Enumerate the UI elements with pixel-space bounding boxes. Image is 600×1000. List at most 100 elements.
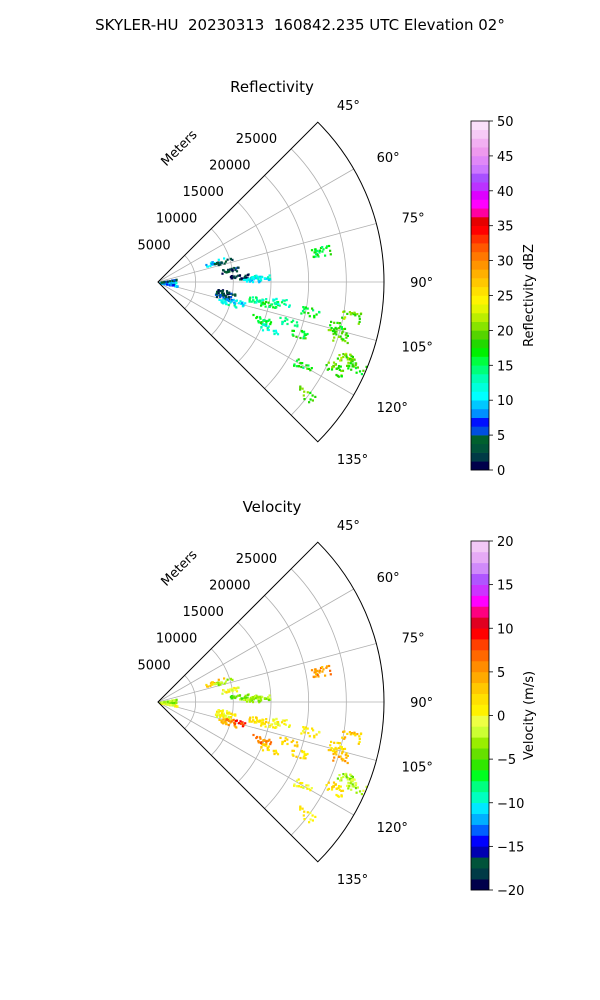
echo-gate <box>275 331 278 334</box>
echo-gate <box>231 719 234 722</box>
echo-gate <box>332 752 335 756</box>
angular-gridline <box>157 701 377 761</box>
echo-gate <box>335 327 338 330</box>
echo-gate <box>246 273 249 277</box>
echo-gate <box>217 264 220 267</box>
echo-gate <box>161 701 164 704</box>
echo-gate <box>309 391 312 394</box>
echo-gate <box>303 334 306 337</box>
echo-gate <box>235 687 238 690</box>
echo-gate <box>281 742 284 746</box>
echo-gate <box>171 701 174 704</box>
echo-gate <box>245 276 248 280</box>
echo-gate <box>354 783 357 786</box>
angular-gridline <box>157 588 354 703</box>
echo-gate <box>225 722 228 725</box>
echo-gate <box>342 338 345 341</box>
echo-gate <box>283 722 286 725</box>
echo-gate <box>242 278 246 281</box>
echo-gate <box>303 752 306 756</box>
echo-gate <box>308 821 311 824</box>
echo-gate <box>277 722 280 726</box>
echo-gate <box>233 302 236 305</box>
echo-gate <box>223 257 226 260</box>
echo-gate <box>220 681 223 684</box>
echo-gate <box>337 786 340 790</box>
echo-gate <box>339 359 342 362</box>
echo-gate <box>311 819 314 822</box>
echo-gate <box>243 696 246 699</box>
echo-gate <box>344 736 347 739</box>
echo-gate <box>233 724 236 727</box>
colorbar-label: Velocity (m/s) <box>522 671 537 760</box>
echo-gate <box>302 755 305 758</box>
angular-tick-label: 75° <box>402 631 425 646</box>
echo-gate <box>217 258 220 261</box>
echo-gate <box>313 734 316 737</box>
colorbar-swatch <box>471 260 489 270</box>
echo-gate <box>347 787 350 790</box>
echo-gate <box>167 703 170 706</box>
echo-gate <box>263 744 266 747</box>
echo-gate <box>344 333 347 336</box>
echo-gate <box>166 703 169 706</box>
echo-gate <box>335 793 338 797</box>
colorbar-swatch <box>471 715 489 727</box>
echo-gate <box>337 375 340 378</box>
echo-gate <box>299 336 302 340</box>
echo-gate <box>351 780 354 783</box>
echo-gate <box>305 784 308 787</box>
echo-gate <box>348 785 351 788</box>
echo-gate <box>351 732 354 735</box>
colorbar-swatch <box>471 129 489 139</box>
echo-gate <box>225 298 228 301</box>
colorbar-swatch <box>471 824 489 836</box>
echo-gate <box>306 727 309 730</box>
echo-gate <box>332 328 336 331</box>
echo-gate <box>321 670 324 673</box>
echo-gate <box>219 295 222 298</box>
echo-gate <box>353 785 356 788</box>
echo-gate <box>354 734 357 737</box>
echo-gate <box>342 775 345 779</box>
colorbar-tick-label: −5 <box>497 753 516 768</box>
echo-gate <box>248 298 251 301</box>
echo-gate <box>275 297 278 301</box>
colorbar-tick-label: 5 <box>497 429 505 444</box>
echo-gate <box>257 320 260 323</box>
echo-gate <box>319 666 323 670</box>
echo-gate <box>239 698 242 701</box>
angular-gridline <box>157 281 354 396</box>
radial-tick-label: 25000 <box>236 552 277 567</box>
echo-gate <box>316 669 319 672</box>
colorbar-tick-label: 35 <box>497 220 514 235</box>
echo-gate <box>251 296 255 299</box>
echo-gate <box>349 353 352 356</box>
echo-gate <box>217 678 220 681</box>
echo-gate <box>284 737 287 740</box>
echo-gate <box>326 245 329 248</box>
echo-gate <box>217 711 220 715</box>
colorbar-tick-label: 15 <box>497 359 514 374</box>
echo-gate <box>288 725 291 728</box>
echo-gate <box>162 281 165 284</box>
echo-gate <box>226 291 229 294</box>
echo-gate <box>206 265 210 268</box>
echo-gate <box>261 695 264 699</box>
echo-gate <box>257 696 260 699</box>
echo-gate <box>241 722 244 725</box>
colorbar-tick-label: 10 <box>497 622 514 637</box>
echo-gate <box>283 302 286 305</box>
echo-gate <box>338 788 341 791</box>
colorbar-swatch <box>471 726 489 738</box>
echo-gate <box>255 716 258 719</box>
colorbar-tick-label: −20 <box>497 884 524 899</box>
echo-gate <box>353 311 356 314</box>
echo-gate <box>345 776 348 779</box>
echo-gate <box>312 309 315 312</box>
echo-gate <box>303 390 306 393</box>
echo-gate <box>293 324 296 327</box>
echo-gate <box>328 664 331 668</box>
echo-gate <box>309 811 312 814</box>
echo-gate <box>338 354 341 357</box>
